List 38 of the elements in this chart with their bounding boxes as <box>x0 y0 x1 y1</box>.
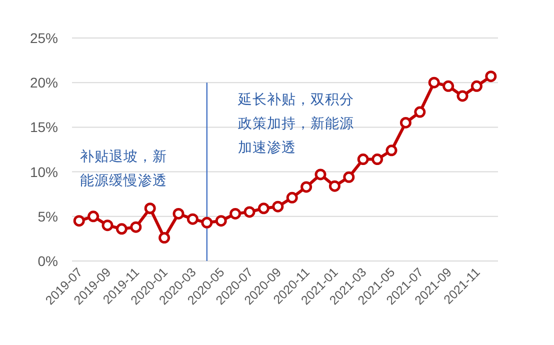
point <box>158 232 170 244</box>
point <box>456 90 468 102</box>
point <box>286 192 298 204</box>
point <box>357 154 369 166</box>
point <box>201 216 213 228</box>
point <box>144 202 156 214</box>
point <box>442 80 454 92</box>
point <box>300 181 312 193</box>
point <box>88 210 100 222</box>
point <box>215 215 227 227</box>
point <box>116 223 128 235</box>
point <box>102 220 114 232</box>
point <box>343 171 355 183</box>
annotation: 延长补贴，双积分政策加持，新能源加速渗透 <box>237 92 354 156</box>
point <box>428 76 440 88</box>
point <box>172 208 184 220</box>
y-tick-label: 15% <box>30 119 58 136</box>
y-tick-label: 25% <box>30 30 58 46</box>
point <box>230 208 242 220</box>
y-tick-label: 10% <box>30 164 58 180</box>
point <box>414 106 426 118</box>
y-tick-label: 0% <box>38 253 58 269</box>
point <box>485 70 497 82</box>
point <box>400 116 412 128</box>
point <box>73 215 85 227</box>
point <box>258 202 270 214</box>
point <box>328 180 340 192</box>
point <box>272 200 284 212</box>
y-tick-label: 5% <box>38 208 58 224</box>
y-tick-label: 20% <box>30 74 58 91</box>
point <box>314 168 326 180</box>
point <box>386 144 398 156</box>
point <box>130 221 142 233</box>
point <box>244 206 256 218</box>
annotation: 补贴退坡，新能源缓慢渗透 <box>80 149 167 189</box>
point <box>470 80 482 92</box>
point <box>186 213 198 225</box>
point <box>372 154 384 166</box>
